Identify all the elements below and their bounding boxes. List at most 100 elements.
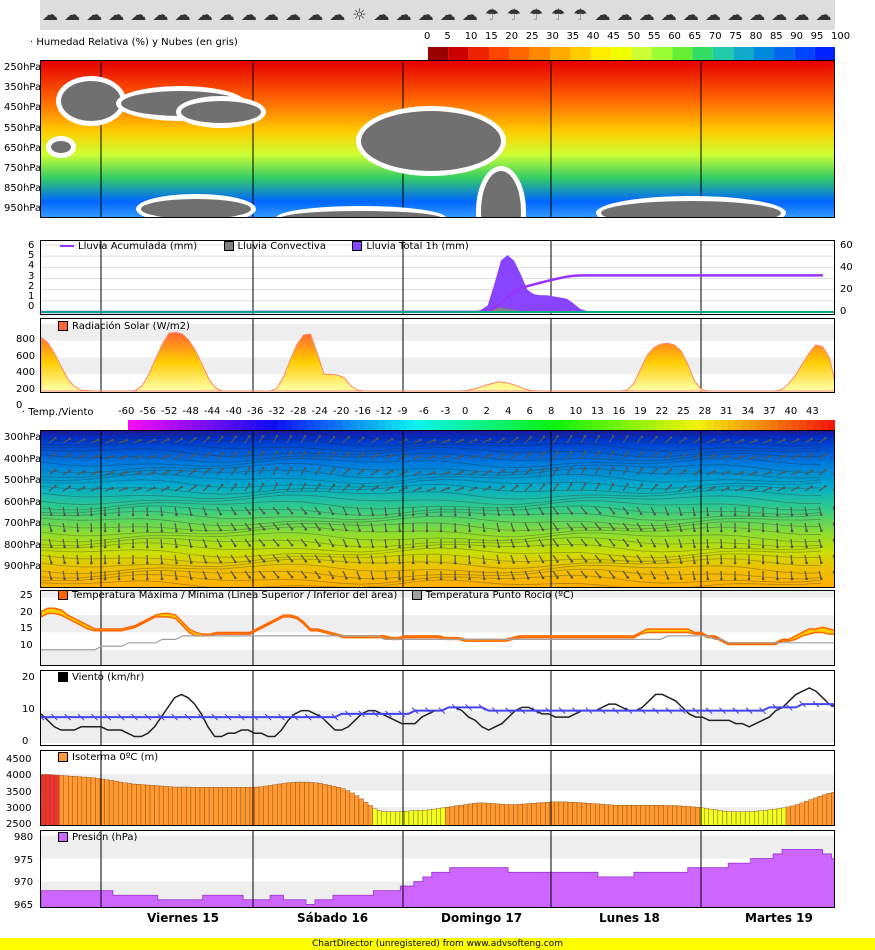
colorbar-cell bbox=[170, 420, 179, 434]
wind-arrow-head bbox=[125, 454, 128, 458]
rh-colorbar-tick: 90 bbox=[790, 31, 804, 42]
isotherm-bar bbox=[576, 802, 582, 825]
wind-arrow bbox=[230, 538, 236, 547]
wind-arrow-head bbox=[166, 486, 170, 489]
wind-arrow bbox=[622, 538, 629, 546]
wind-arrow-head bbox=[468, 577, 471, 581]
wind-arrow-head bbox=[54, 452, 57, 456]
wind-arrow-head bbox=[796, 454, 800, 457]
wind-arrow-head bbox=[542, 467, 546, 471]
isotherm-contour bbox=[41, 579, 822, 587]
wind-arrow bbox=[706, 506, 709, 516]
wind-arrow-head bbox=[598, 527, 602, 531]
dew-legend-label: Temperatura Punto Rocío (ºC) bbox=[425, 590, 574, 601]
colorbar-cell bbox=[570, 47, 591, 61]
cloud-sun-icon: ☁ bbox=[240, 5, 257, 24]
wind-arrow-head bbox=[790, 545, 794, 549]
colorbar-cell bbox=[509, 47, 530, 61]
wind-arrow bbox=[804, 486, 813, 492]
wind-arrow bbox=[48, 522, 52, 531]
wind-arrow-head bbox=[796, 470, 800, 473]
wind-arrow-head bbox=[761, 529, 765, 533]
isotherm-bar bbox=[676, 805, 682, 825]
wind-arrow-head bbox=[419, 486, 422, 490]
wind-arrow bbox=[678, 522, 682, 531]
wind-arrow-head bbox=[180, 485, 184, 489]
rain-legend: Lluvia Acumulada (mm) Lluvia Convectiva … bbox=[60, 241, 469, 252]
wind-arrow-head bbox=[276, 575, 280, 579]
isotherm-bar bbox=[681, 805, 687, 825]
wind-arrow-head bbox=[502, 485, 505, 488]
cloud-sun-icon: ☁ bbox=[461, 5, 478, 24]
wind-arrow-head bbox=[332, 451, 336, 455]
wind-direction-arrow bbox=[238, 713, 245, 721]
colorbar-cell bbox=[727, 420, 736, 434]
wind-arrow bbox=[832, 457, 834, 460]
wind-arrow bbox=[524, 484, 532, 492]
wind-arrow bbox=[384, 470, 393, 476]
isotherm-contour bbox=[41, 568, 822, 580]
isotherm-bar bbox=[531, 803, 537, 825]
isotherm-bar bbox=[195, 787, 201, 825]
rh-y-tick: 750hPa bbox=[4, 163, 42, 174]
wind-arrow bbox=[566, 506, 573, 514]
isotherm-bar bbox=[722, 810, 728, 825]
wind-arrow bbox=[580, 570, 587, 578]
wind-arrow-head bbox=[497, 577, 501, 581]
isotherm-legend-swatch bbox=[58, 752, 68, 762]
solar-legend-swatch bbox=[58, 321, 68, 331]
wind-arrow-head bbox=[318, 512, 321, 515]
wind-arrow-head bbox=[146, 577, 149, 581]
wind-arrow-head bbox=[612, 559, 616, 563]
wind-direction-arrow bbox=[104, 713, 112, 721]
wind-arrow bbox=[650, 436, 657, 444]
wind-arrow-head bbox=[569, 450, 573, 454]
wind-arrow-head bbox=[769, 470, 772, 474]
wind-arrow-head bbox=[139, 486, 142, 490]
wind-arrow bbox=[300, 570, 307, 578]
wind-arrow bbox=[692, 454, 701, 460]
wind-arrow bbox=[286, 538, 293, 546]
wind-arrow bbox=[538, 484, 545, 492]
isotherm-bar bbox=[535, 802, 541, 825]
isotherm-bar bbox=[622, 804, 628, 825]
wind-arrow-head bbox=[474, 454, 478, 457]
wind-arrow-head bbox=[666, 545, 670, 548]
wind-arrow-head bbox=[515, 484, 519, 488]
isotherm-bar bbox=[685, 806, 691, 825]
isotherm-bar bbox=[90, 777, 96, 825]
wind-direction-arrow bbox=[692, 707, 700, 714]
isotherm-bar bbox=[140, 784, 146, 825]
isotherm-bar bbox=[590, 803, 596, 825]
wind-arrow bbox=[132, 471, 141, 476]
wind-arrow-head bbox=[810, 469, 814, 473]
colorbar-cell bbox=[349, 420, 358, 434]
wind-arrow bbox=[706, 554, 709, 564]
wind-arrow-head bbox=[761, 561, 765, 565]
colorbar-cell bbox=[806, 420, 815, 434]
wind-arrow bbox=[188, 522, 192, 531]
colorbar-cell bbox=[392, 420, 400, 434]
isotherm-contour bbox=[41, 436, 822, 447]
isotherm-bar bbox=[158, 785, 164, 825]
wind-arrow bbox=[552, 484, 559, 492]
wind-arrow bbox=[384, 486, 393, 492]
wind-arrow bbox=[804, 454, 813, 460]
isotherm-bar bbox=[327, 785, 332, 825]
wind-arrow bbox=[76, 554, 79, 564]
wind-arrow-head bbox=[384, 561, 388, 565]
isotherm-bar bbox=[49, 774, 55, 825]
wind-arrow-head bbox=[97, 438, 100, 442]
wind-arrow-head bbox=[720, 577, 723, 581]
wind-arrow bbox=[300, 506, 307, 514]
wind-arrow-head bbox=[611, 434, 615, 438]
wind-arrow-head bbox=[810, 437, 814, 441]
isotherm-legend: Isoterma 0ºC (m) bbox=[58, 752, 158, 763]
temp-colorbar-tick: -28 bbox=[290, 406, 307, 417]
wind-arrow-head bbox=[398, 513, 401, 517]
wind-arrow-head bbox=[180, 437, 184, 441]
wind-arrow-head bbox=[512, 577, 515, 580]
wind-arrow-head bbox=[684, 452, 687, 456]
wind-arrow-head bbox=[180, 469, 184, 473]
wind-arrow bbox=[622, 554, 629, 562]
